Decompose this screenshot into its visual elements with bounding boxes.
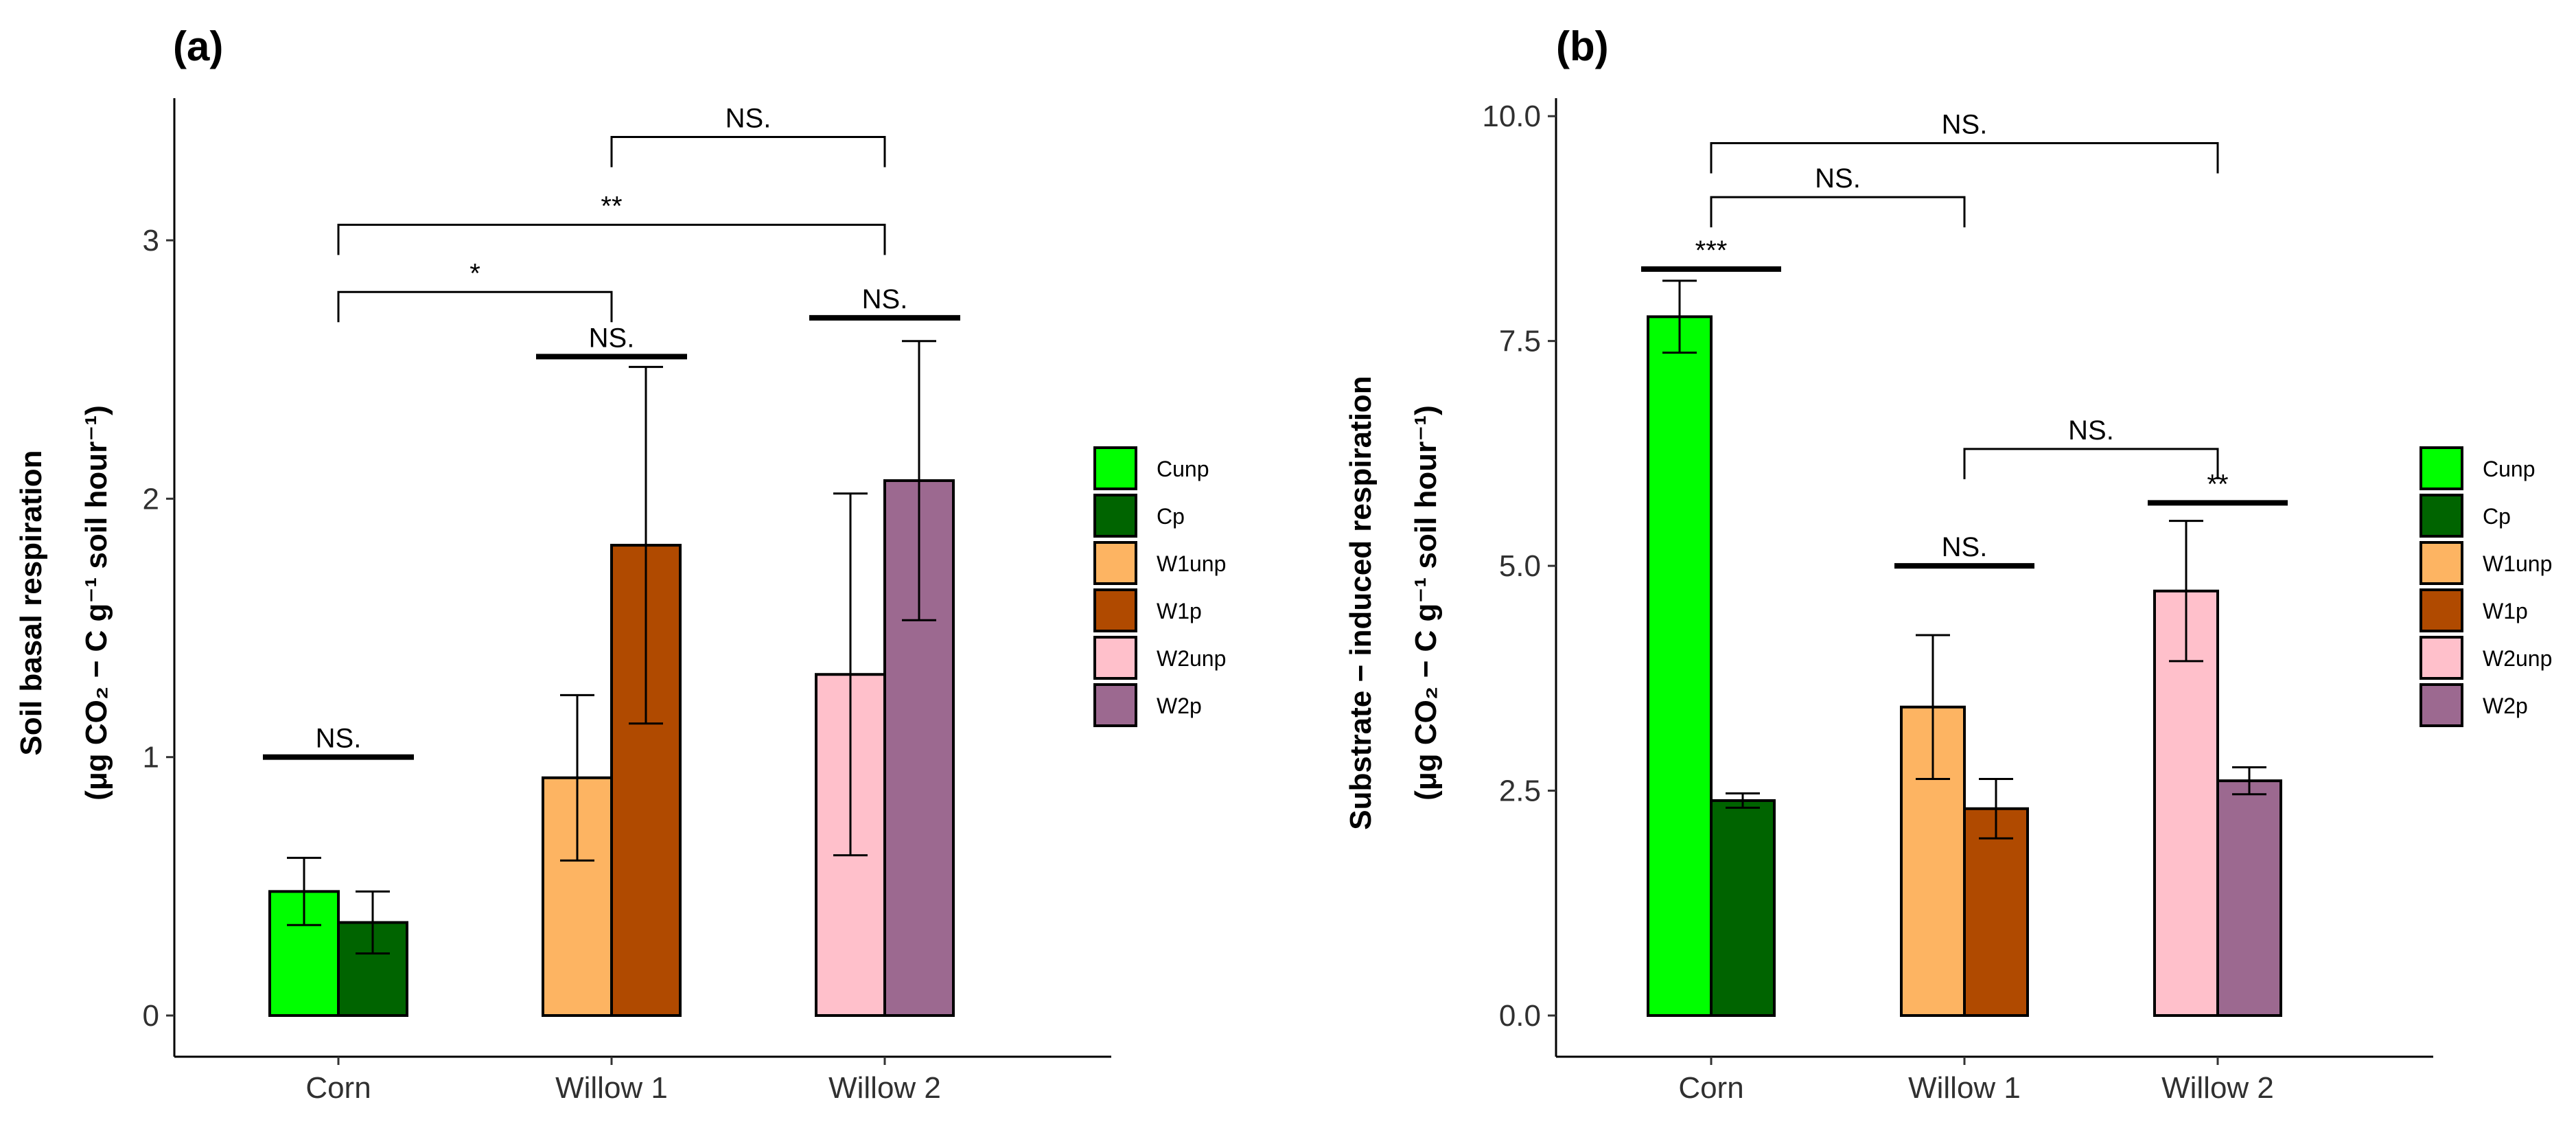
panel-a-legend-swatch-Cunp (1093, 446, 1137, 490)
panel-b-bar-W2p (2216, 779, 2282, 1018)
panel-b-comparison-bracket (1710, 141, 2219, 174)
panel-a-y-axis-title: Soil basal respiration (14, 450, 48, 755)
panel-a-legend-swatch-W2p (1093, 683, 1137, 727)
panel-a-legend-label-Cp: Cp (1157, 504, 1185, 529)
panel-b-y-tick-label: 7.5 (1499, 325, 1541, 358)
panel-a-legend-label-Cunp: Cunp (1157, 457, 1209, 481)
panel-b-x-tick-label: Corn (1678, 1071, 1743, 1105)
panel-a-y-tick-label: 1 (143, 741, 159, 775)
panel-b-legend-swatch-Cp (2420, 494, 2463, 538)
panel-a-x-tick-label: Willow 2 (828, 1071, 941, 1105)
panel-b-legend-swatch-W1unp (2420, 541, 2463, 585)
panel-b-legend-label-Cunp: Cunp (2483, 457, 2536, 481)
panel-b-legend-label-Cp: Cp (2483, 504, 2511, 529)
panel-a-significance-label: NS. (862, 284, 908, 314)
panel-b-legend-label-W2p: W2p (2483, 693, 2528, 718)
panel-a-comparison-label: ** (601, 191, 622, 221)
panel-a-comparison-label: NS. (726, 103, 771, 133)
panel-a-y-axis-unit: (μg CO₂ − C g⁻¹ soil hour⁻¹) (80, 405, 113, 801)
panel-a-y-tick-label: 2 (143, 482, 159, 516)
panel-a-legend-swatch-Cp (1093, 494, 1137, 538)
panel-b-y-axis-unit: (μg CO₂ − C g⁻¹ soil hour⁻¹) (1409, 405, 1443, 801)
panel-a-significance-label: NS. (316, 724, 362, 754)
panel-a-comparison-bracket (337, 290, 613, 323)
panel-b-comparison-label: NS. (1815, 163, 1861, 194)
panel-a: (a) 0 1 2 3 Soil basal respiration (μg CO₂ − … (14, 23, 1226, 1105)
panel-a-y-tick-label: 3 (143, 224, 159, 257)
panel-b-bar-Cunp (1647, 315, 1713, 1017)
panel-a-label: (a) (173, 23, 223, 69)
panel-b-comparison-bracket (1710, 196, 1966, 228)
panel-a-legend-label-W1p: W1p (1157, 599, 1202, 623)
panel-b-bar-Cp (1710, 799, 1776, 1018)
panel-b-legend-label-W2unp: W2unp (2483, 646, 2552, 671)
panel-a-legend-label-W1unp: W1unp (1157, 551, 1226, 576)
panel-b-comparison-label: NS. (2068, 415, 2114, 446)
panel-b-legend-swatch-W1p (2420, 588, 2463, 632)
panel-b: (b) 0.0 2.5 5.0 7.5 10.0 Substrate − induced … (1344, 23, 2552, 1105)
panel-a-legend-label-W2unp: W2unp (1157, 646, 1226, 671)
panel-b-significance-label: NS. (1942, 532, 1988, 562)
panel-b-y-tick-label: 5.0 (1499, 549, 1541, 583)
panel-b-y-tick-label: 10.0 (1482, 100, 1541, 133)
panel-b-comparison-label: NS. (1942, 109, 1988, 139)
panel-b-legend-swatch-W2unp (2420, 636, 2463, 680)
panel-b-y-tick-label: 2.5 (1499, 775, 1541, 808)
panel-a-legend-swatch-W2unp (1093, 636, 1137, 680)
panel-a-significance-label: NS. (589, 323, 635, 353)
panel-b-legend-label-W1p: W1p (2483, 599, 2528, 623)
panel-a-comparison-label: * (469, 258, 480, 288)
panel-a-comparison-bracket (610, 135, 886, 168)
panel-a-legend-swatch-W1unp (1093, 541, 1137, 585)
panel-b-x-tick-label: Willow 2 (2161, 1071, 2274, 1105)
panel-b-x-tick-label: Willow 1 (1908, 1071, 2021, 1105)
panel-b-legend-swatch-Cunp (2420, 446, 2463, 490)
panel-b-bar-W1p (1963, 807, 2029, 1018)
panel-a-legend-label-W2p: W2p (1157, 693, 1202, 718)
panel-a-comparison-bracket (337, 223, 886, 255)
panel-b-y-tick-label: 0.0 (1499, 999, 1541, 1033)
panel-a-x-tick-label: Corn (305, 1071, 371, 1105)
panel-b-comparison-bracket (1963, 448, 2219, 479)
panel-b-y-axis-title: Substrate − induced respiration (1344, 376, 1378, 829)
panel-b-label: (b) (1556, 23, 1609, 69)
panel-a-x-tick-label: Willow 1 (555, 1071, 668, 1105)
panel-b-legend-swatch-W2p (2420, 683, 2463, 727)
panel-b-significance-label: *** (1695, 236, 1728, 266)
panel-b-legend-label-W1unp: W1unp (2483, 551, 2552, 576)
panel-a-legend-swatch-W1p (1093, 588, 1137, 632)
panel-a-y-tick-label: 0 (143, 999, 159, 1033)
